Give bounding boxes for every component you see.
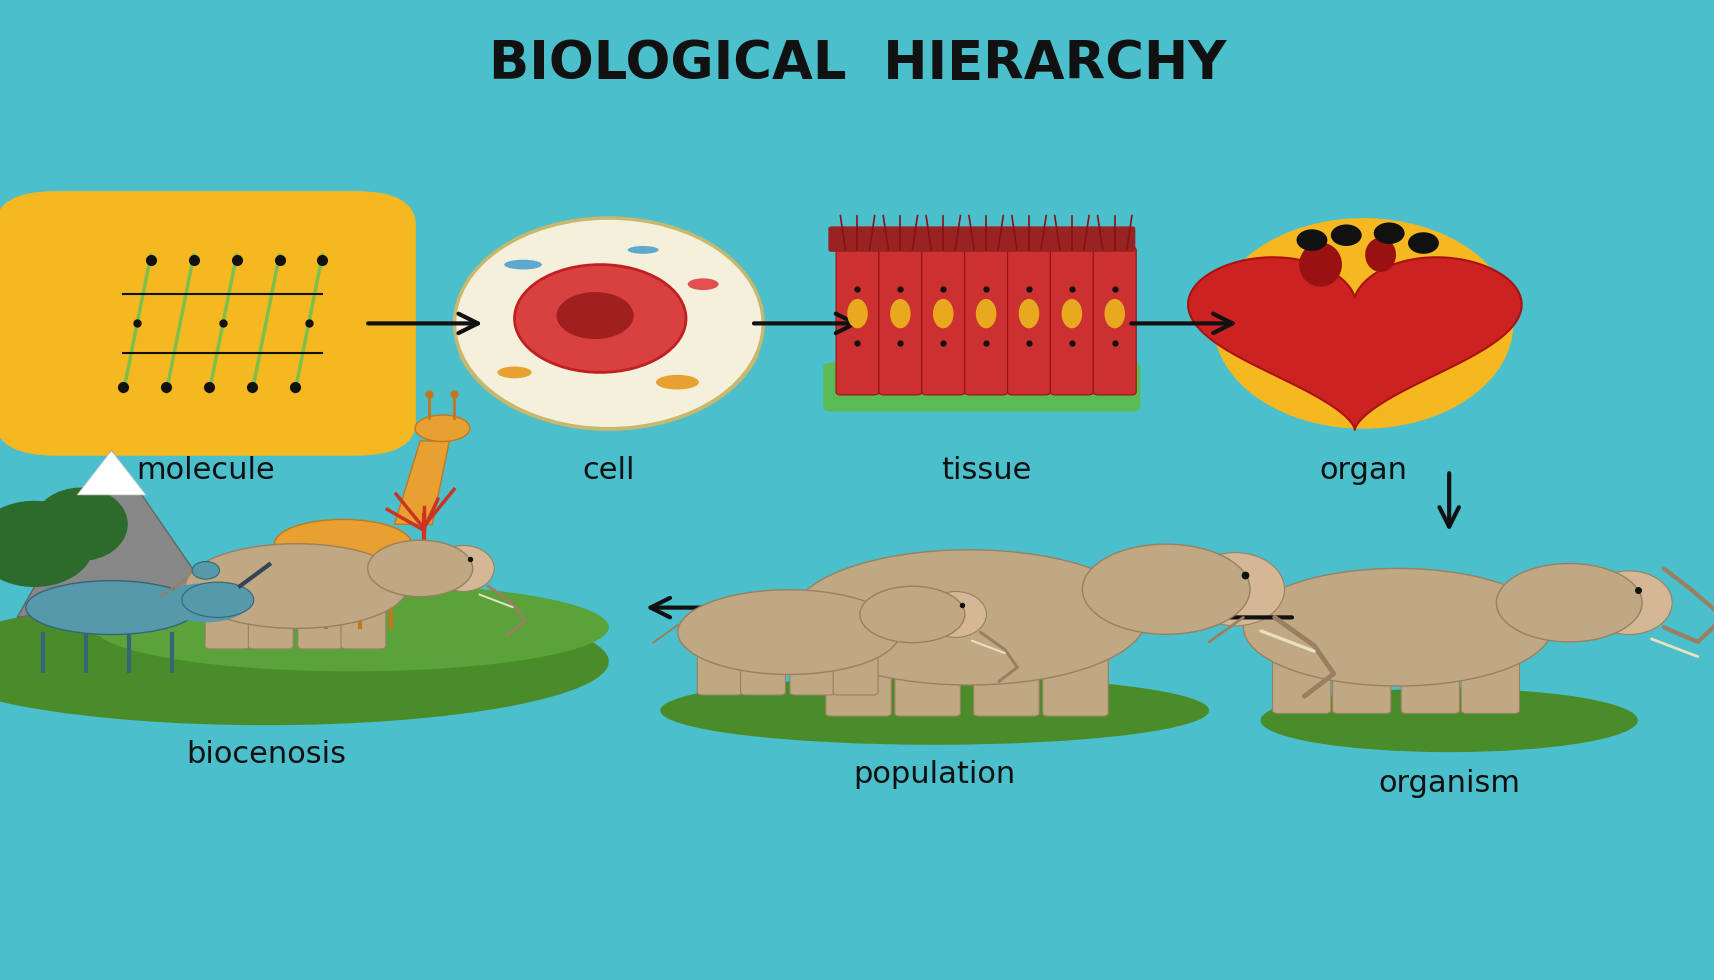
Ellipse shape bbox=[0, 598, 608, 725]
Ellipse shape bbox=[497, 367, 531, 378]
FancyBboxPatch shape bbox=[823, 363, 1140, 412]
Ellipse shape bbox=[1018, 299, 1039, 328]
FancyBboxPatch shape bbox=[895, 637, 960, 716]
FancyBboxPatch shape bbox=[1042, 637, 1107, 716]
FancyBboxPatch shape bbox=[1332, 644, 1390, 713]
FancyBboxPatch shape bbox=[833, 643, 878, 695]
Ellipse shape bbox=[1061, 299, 1082, 328]
Polygon shape bbox=[17, 451, 206, 617]
FancyBboxPatch shape bbox=[922, 247, 963, 395]
FancyBboxPatch shape bbox=[206, 597, 250, 649]
Ellipse shape bbox=[924, 592, 986, 637]
FancyBboxPatch shape bbox=[249, 597, 293, 649]
Ellipse shape bbox=[34, 488, 127, 561]
Ellipse shape bbox=[367, 540, 473, 597]
Ellipse shape bbox=[1373, 222, 1404, 244]
Ellipse shape bbox=[26, 580, 197, 635]
FancyBboxPatch shape bbox=[1272, 644, 1330, 713]
Text: BIOLOGICAL  HIERARCHY: BIOLOGICAL HIERARCHY bbox=[488, 37, 1226, 90]
Ellipse shape bbox=[415, 416, 470, 442]
FancyBboxPatch shape bbox=[828, 226, 1135, 252]
FancyBboxPatch shape bbox=[1051, 247, 1094, 395]
Ellipse shape bbox=[1214, 218, 1513, 429]
Polygon shape bbox=[394, 441, 449, 524]
FancyBboxPatch shape bbox=[835, 247, 878, 395]
Text: molecule: molecule bbox=[137, 456, 274, 485]
Polygon shape bbox=[1188, 258, 1520, 429]
FancyBboxPatch shape bbox=[698, 643, 742, 695]
Ellipse shape bbox=[1495, 564, 1642, 642]
Ellipse shape bbox=[660, 676, 1208, 745]
FancyBboxPatch shape bbox=[341, 597, 386, 649]
Ellipse shape bbox=[859, 586, 965, 643]
Ellipse shape bbox=[932, 299, 953, 328]
Ellipse shape bbox=[514, 265, 686, 372]
Ellipse shape bbox=[1184, 553, 1284, 626]
Ellipse shape bbox=[1330, 224, 1361, 246]
Text: cell: cell bbox=[583, 456, 634, 485]
FancyBboxPatch shape bbox=[1460, 644, 1519, 713]
Text: biocenosis: biocenosis bbox=[185, 740, 346, 769]
Ellipse shape bbox=[192, 562, 219, 579]
FancyBboxPatch shape bbox=[878, 247, 922, 395]
FancyBboxPatch shape bbox=[1008, 247, 1051, 395]
Ellipse shape bbox=[555, 292, 634, 339]
FancyBboxPatch shape bbox=[790, 643, 835, 695]
Ellipse shape bbox=[792, 550, 1147, 685]
Ellipse shape bbox=[432, 546, 494, 591]
Text: population: population bbox=[854, 760, 1015, 789]
Ellipse shape bbox=[1585, 570, 1671, 635]
Ellipse shape bbox=[504, 260, 542, 270]
Ellipse shape bbox=[975, 299, 996, 328]
Ellipse shape bbox=[94, 583, 608, 671]
FancyBboxPatch shape bbox=[1400, 644, 1459, 713]
Text: tissue: tissue bbox=[941, 456, 1030, 485]
FancyBboxPatch shape bbox=[963, 247, 1008, 395]
FancyBboxPatch shape bbox=[740, 643, 785, 695]
Text: organ: organ bbox=[1318, 456, 1407, 485]
Text: organism: organism bbox=[1378, 769, 1519, 799]
Polygon shape bbox=[77, 451, 146, 495]
Ellipse shape bbox=[1243, 568, 1551, 686]
Ellipse shape bbox=[1296, 229, 1327, 251]
Ellipse shape bbox=[1299, 243, 1342, 286]
Ellipse shape bbox=[0, 501, 94, 587]
Ellipse shape bbox=[1104, 299, 1124, 328]
Ellipse shape bbox=[1260, 688, 1637, 753]
Ellipse shape bbox=[677, 590, 900, 674]
FancyBboxPatch shape bbox=[1094, 247, 1135, 395]
Ellipse shape bbox=[163, 583, 249, 622]
FancyBboxPatch shape bbox=[974, 637, 1039, 716]
Ellipse shape bbox=[182, 582, 254, 617]
Ellipse shape bbox=[890, 299, 910, 328]
Ellipse shape bbox=[1407, 232, 1438, 254]
Ellipse shape bbox=[847, 299, 867, 328]
Ellipse shape bbox=[454, 218, 763, 429]
Ellipse shape bbox=[1364, 238, 1395, 271]
FancyBboxPatch shape bbox=[298, 597, 343, 649]
Ellipse shape bbox=[185, 544, 408, 628]
Ellipse shape bbox=[627, 246, 658, 254]
FancyBboxPatch shape bbox=[0, 191, 415, 456]
Ellipse shape bbox=[687, 278, 718, 290]
FancyBboxPatch shape bbox=[826, 637, 891, 716]
Ellipse shape bbox=[274, 519, 411, 568]
Ellipse shape bbox=[1082, 544, 1250, 634]
Ellipse shape bbox=[655, 374, 699, 389]
